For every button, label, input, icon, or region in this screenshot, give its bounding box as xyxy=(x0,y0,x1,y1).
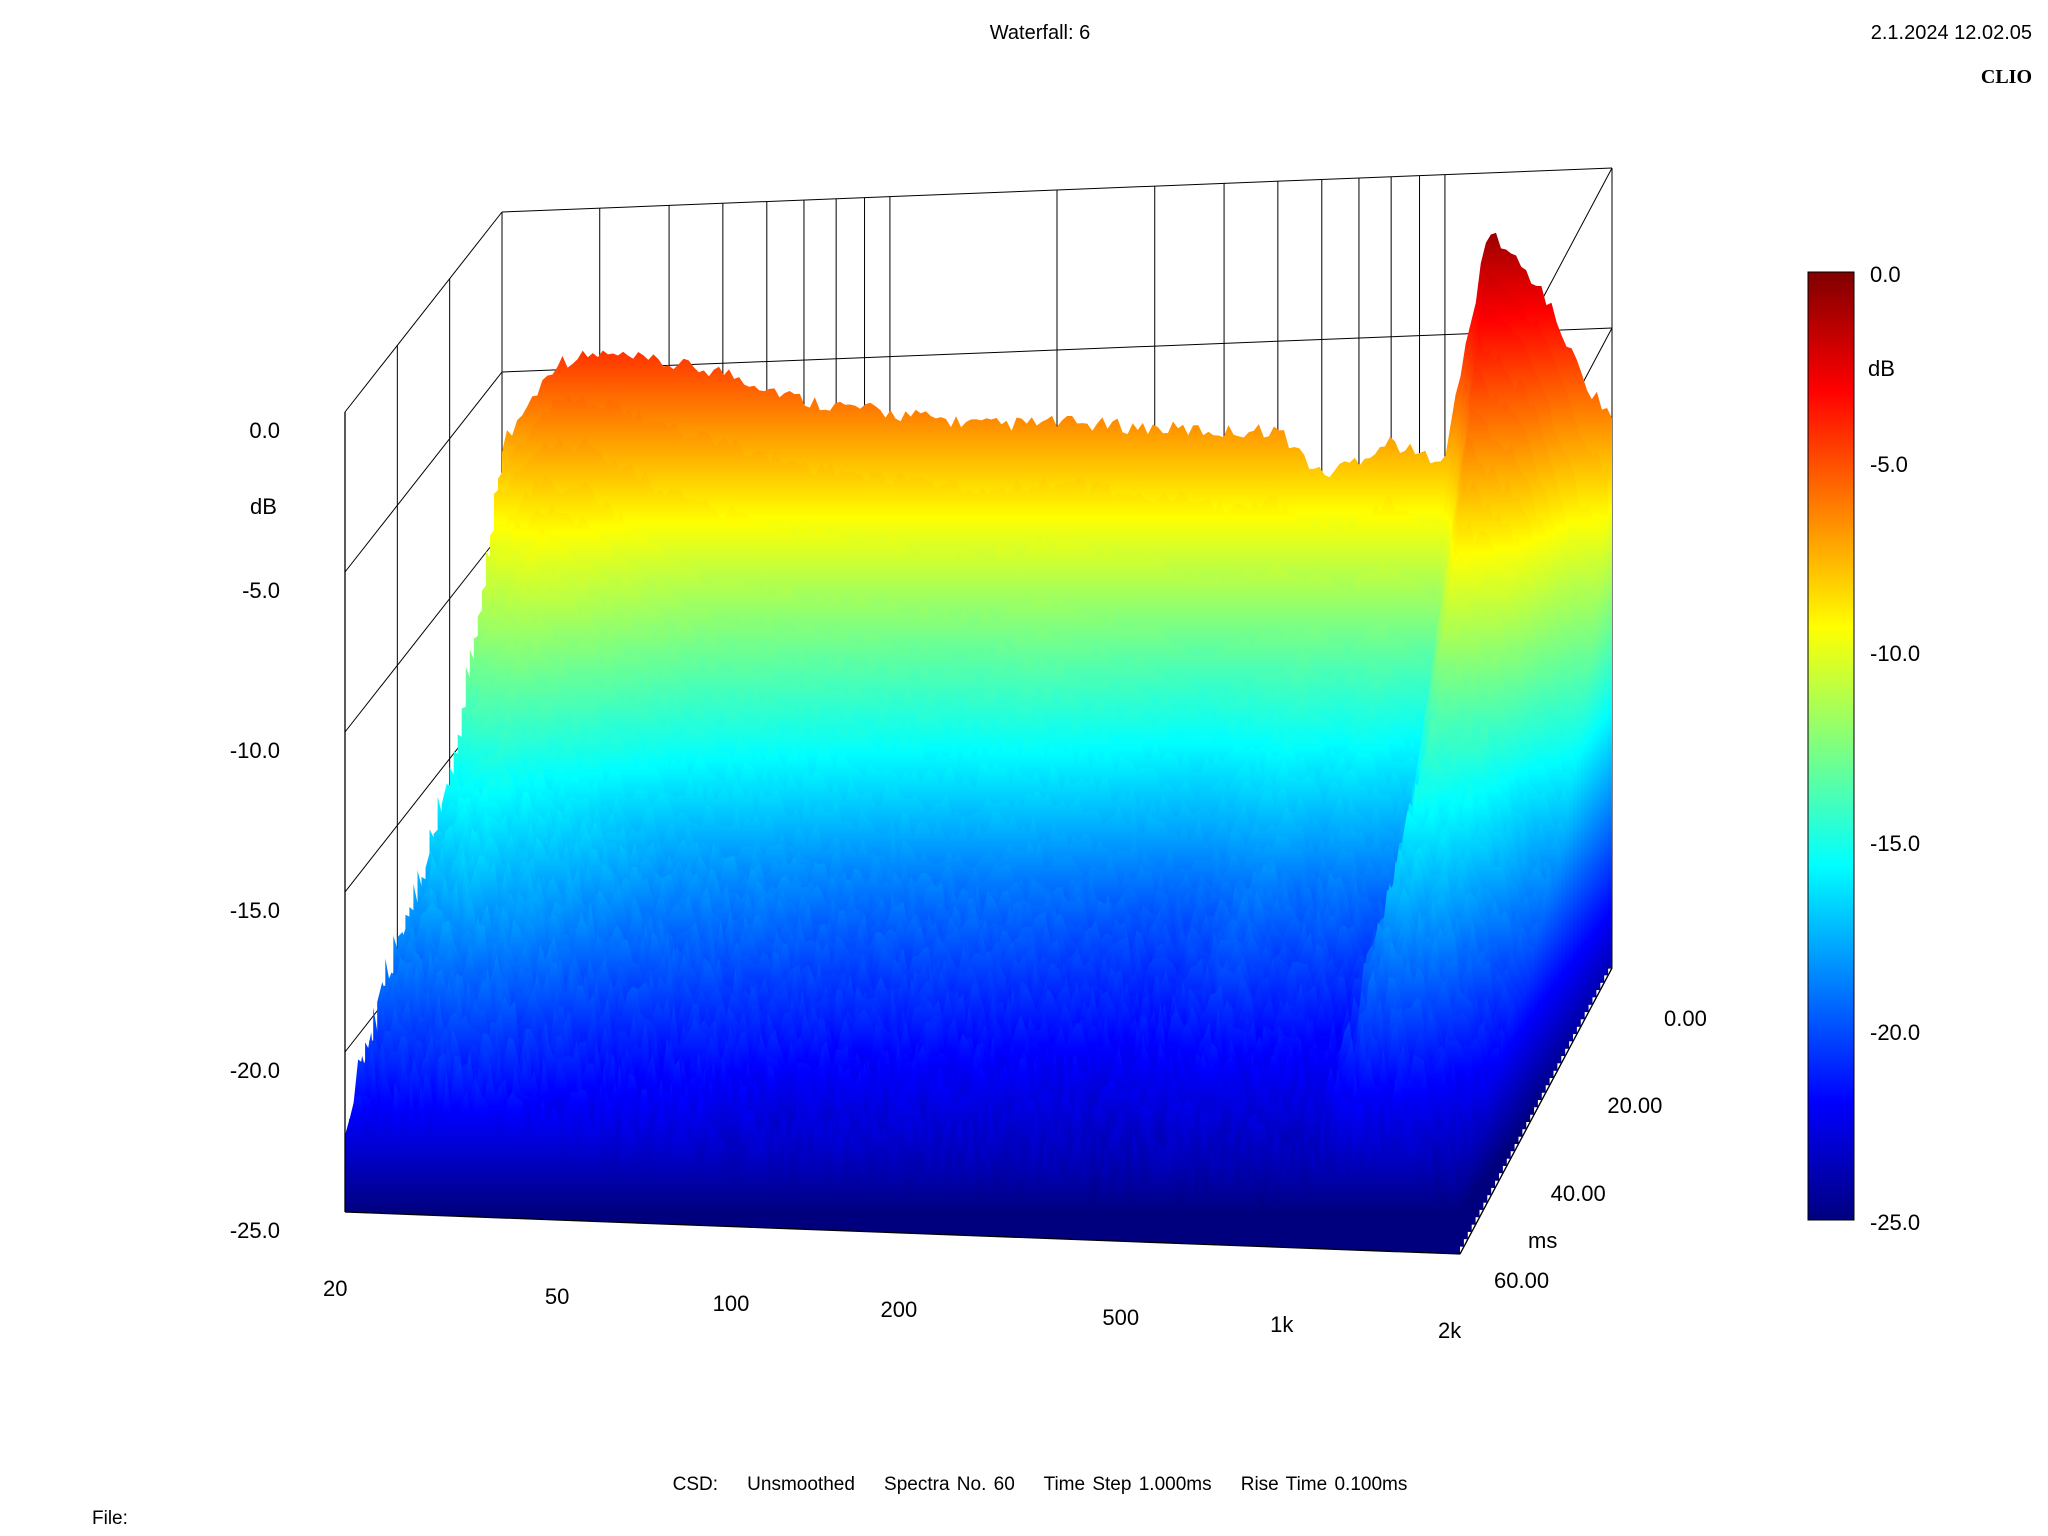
x-tick-label: 20 xyxy=(323,1276,348,1301)
left-wall-db-gridline xyxy=(344,531,503,733)
left-wall-db-gridline xyxy=(344,211,503,413)
colorbar-gradient xyxy=(1807,271,1855,1221)
x-tick-label: 200 xyxy=(880,1297,918,1322)
colorbar-tick-label: -25.0 xyxy=(1870,1210,1921,1235)
x-tick-label: 50 xyxy=(544,1284,570,1310)
time-step: Time Step 1.000ms xyxy=(1043,1474,1212,1495)
waterfall-surfaces xyxy=(345,232,1612,1254)
z-tick-label: -20.0 xyxy=(229,1058,280,1083)
z-tick-label: -25.0 xyxy=(229,1218,280,1243)
brand-logo: CLIO xyxy=(1980,66,2032,88)
spectra-count: Spectra No. 60 xyxy=(884,1474,1015,1495)
csd-info: CSD: Unsmoothed Spectra No. 60 Time Step… xyxy=(0,1474,2048,1496)
file-label: File: xyxy=(92,1508,128,1529)
colorbar-tick-label: -10.0 xyxy=(1870,641,1921,667)
waterfall-slice xyxy=(345,1070,1460,1254)
z-tick-label: -15.0 xyxy=(229,898,280,923)
chart-title: Waterfall: 6 xyxy=(989,22,1091,44)
waterfall-box-front xyxy=(344,412,1613,1255)
z-axis-label: dB xyxy=(250,494,277,519)
colorbar-label: dB xyxy=(1868,356,1895,381)
colorbar-tick-label: -20.0 xyxy=(1870,1020,1921,1046)
colorbar-tick-label: 0.0 xyxy=(1870,262,1901,287)
x-tick-label: 1k xyxy=(1270,1311,1294,1337)
y-axis-label: ms xyxy=(1528,1228,1558,1253)
timestamp: 2.1.2024 12.02.05 xyxy=(1870,22,2032,44)
x-axis-line xyxy=(344,1211,1461,1255)
csd-label: CSD: xyxy=(672,1474,719,1495)
time-axis-line xyxy=(1459,967,1613,1255)
smoothing-value: Unsmoothed xyxy=(747,1474,855,1495)
x-tick-label: 500 xyxy=(1102,1305,1140,1331)
z-tick-label: 0.0 xyxy=(249,418,280,443)
y-tick-label: 40.00 xyxy=(1550,1180,1606,1206)
back-wall-db-gridline xyxy=(501,167,1613,213)
rise-time: Rise Time 0.100ms xyxy=(1240,1474,1408,1495)
z-tick-label: -5.0 xyxy=(242,578,280,603)
colorbar-tick-label: -15.0 xyxy=(1870,830,1921,856)
colorbar-tick-label: -5.0 xyxy=(1870,451,1908,477)
y-tick-label: 60.00 xyxy=(1494,1268,1550,1293)
left-wall-db-gridline xyxy=(344,371,503,573)
colorbar xyxy=(1807,271,1855,1221)
y-tick-label: 0.00 xyxy=(1664,1006,1707,1031)
z-tick-label: -10.0 xyxy=(229,738,280,763)
x-tick-label: 2k xyxy=(1438,1318,1462,1343)
y-tick-label: 20.00 xyxy=(1607,1093,1663,1119)
x-tick-label: 100 xyxy=(712,1290,750,1316)
